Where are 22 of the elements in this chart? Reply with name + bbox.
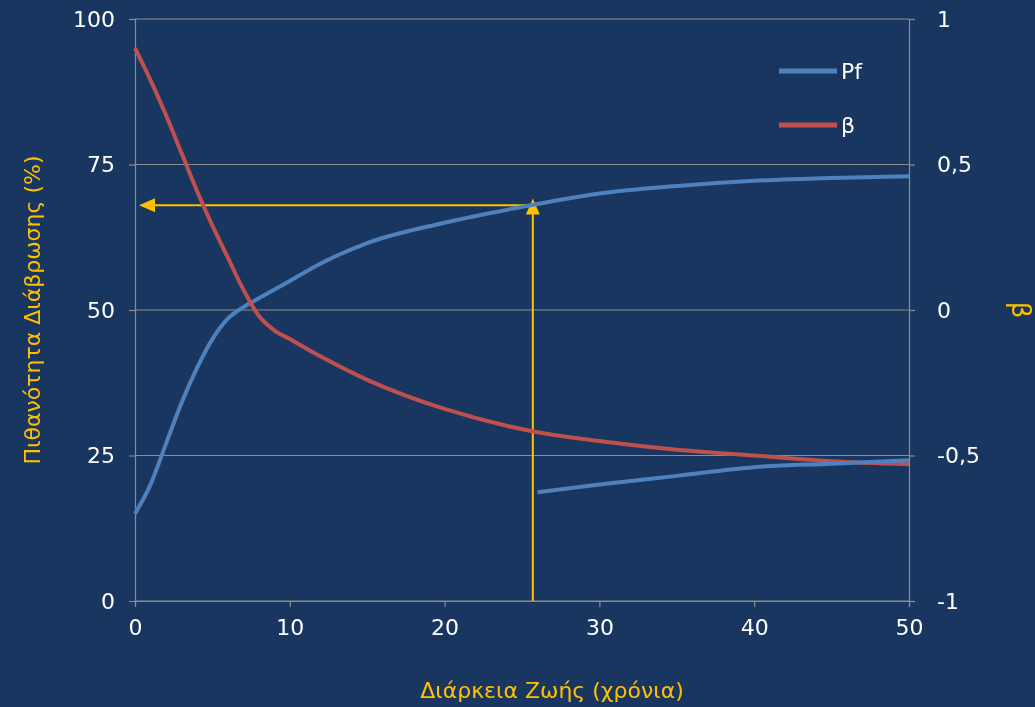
x-tick-label: 40 (740, 614, 769, 640)
y2-tick-label: 0,5 (937, 152, 972, 178)
x-tick-label: 50 (895, 614, 924, 640)
x-tick-label: 20 (431, 614, 460, 640)
y-tick-label: 0 (101, 588, 115, 614)
y-tick-label: 100 (73, 6, 115, 32)
line-series (535, 458, 911, 495)
y2-axis-title: β (1006, 301, 1035, 319)
legend-label: β (841, 113, 856, 138)
x-tick-label: 10 (276, 614, 305, 640)
y-tick-label: 25 (87, 443, 115, 469)
x-axis-title: Διάρκεια Ζωής (χρόνια) (420, 678, 684, 703)
x-tick-label: 0 (128, 614, 143, 640)
y2-tick-label: -1 (937, 588, 959, 614)
y2-tick-label: -0,5 (937, 443, 980, 469)
y2-tick-label: 1 (937, 6, 951, 32)
y-tick-label: 50 (87, 297, 115, 323)
x-tick-label: 30 (585, 614, 614, 640)
y-tick-label: 75 (87, 152, 115, 178)
y-axis-title: Πιθανότητα Διάβρωσης (%) (20, 155, 45, 465)
legend-label: Pf (841, 59, 864, 84)
y2-tick-label: 0 (937, 297, 951, 323)
